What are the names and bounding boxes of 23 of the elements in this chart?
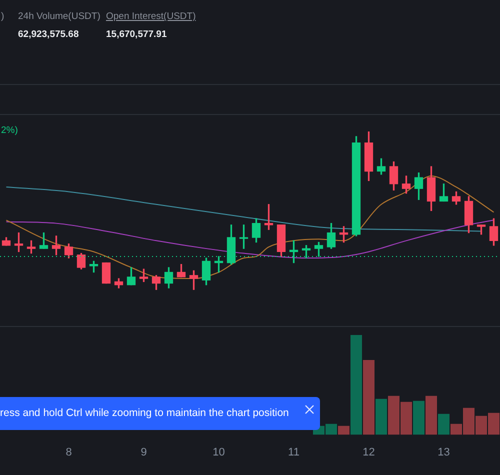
bar xyxy=(438,414,450,435)
annotation: 2%) xyxy=(1,125,18,136)
bar xyxy=(413,400,424,435)
bar xyxy=(426,396,437,435)
bar xyxy=(376,398,387,435)
text: ) xyxy=(1,11,4,22)
candlestick xyxy=(139,268,148,282)
bar xyxy=(350,335,362,435)
text: 15,670,577.91 xyxy=(106,29,167,40)
x-tick-label: 11 xyxy=(288,446,300,458)
x-tick-label: 10 xyxy=(212,446,225,458)
bar xyxy=(363,360,374,435)
bar xyxy=(338,426,350,435)
text: 24h Volume(USDT) xyxy=(18,11,100,22)
text: Open Interest(USDT) xyxy=(106,11,196,22)
x-tick-label: 8 xyxy=(66,446,72,458)
x-tick-label: 12 xyxy=(362,446,375,458)
x-tick-label: 9 xyxy=(140,446,147,458)
x-tick-label: 13 xyxy=(438,446,450,458)
candlestick xyxy=(476,224,486,235)
candlestick xyxy=(239,224,248,249)
text: 62,923,575.68 xyxy=(18,29,79,40)
annotation: ress and hold Ctrl while zooming to maintain the chart position xyxy=(0,407,289,419)
